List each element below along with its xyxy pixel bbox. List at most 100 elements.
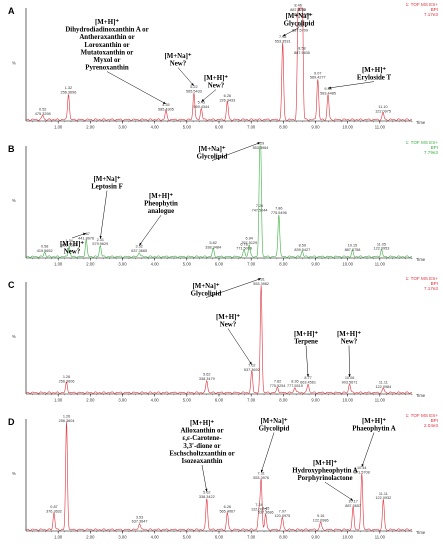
header-line: 1: TOF MS ES+ xyxy=(406,140,439,145)
chromatogram-trace xyxy=(25,145,413,258)
peak-label: 8.46 xyxy=(294,4,301,8)
peak-label: 7.45 xyxy=(262,506,269,510)
annotation-arrowhead xyxy=(205,488,208,492)
peak-label: 565.5433 xyxy=(186,89,202,93)
annotation-line: New? xyxy=(170,61,187,68)
annotation-line: Glycolipid xyxy=(197,154,228,161)
annotation-arrowhead xyxy=(328,86,331,89)
annotation-arrowhead xyxy=(99,235,102,239)
annotation-arrow xyxy=(177,67,195,87)
header-line: 7.79e3 xyxy=(424,150,438,155)
x-tick-label: 7.00 xyxy=(247,398,256,403)
peak-label: 256.3696 xyxy=(61,90,77,94)
peak-label: 747.5044 xyxy=(252,209,268,213)
annotation-line: [M+Na]⁺ xyxy=(285,13,312,20)
peak-label: 5.62 xyxy=(203,491,210,495)
peak-label: 887.5635 xyxy=(294,51,310,55)
annotation-line: Glycolipid xyxy=(191,291,222,298)
x-tick-label: 6.00 xyxy=(215,262,224,267)
annotation-line: Porphyrinolactone xyxy=(297,475,352,482)
peak-label: 6.94 xyxy=(246,237,253,241)
peak-label: 1.26 xyxy=(63,375,70,379)
annotation-arrowhead xyxy=(282,33,286,37)
x-tick-label: 1.00 xyxy=(54,398,63,403)
peak-label: 8.36 xyxy=(291,379,298,383)
x-tick-label: 3.00 xyxy=(118,262,127,267)
peak-label: 11.11 xyxy=(379,492,388,496)
peak-label: 475.3298 xyxy=(35,112,51,116)
chart-panel-b: B 1: TOF MS ES+ BPI 7.79e3% 1.00 2.00 3.00 4.00… xyxy=(0,138,443,276)
annotation-line: [M+H]⁺ xyxy=(149,193,173,200)
annotation-line: [M+Na]⁺ xyxy=(164,53,191,60)
annotation-arrow xyxy=(324,481,354,501)
annotation-arrowhead xyxy=(348,374,351,378)
x-tick-label: 5.00 xyxy=(183,398,192,403)
annotation-arrowhead xyxy=(306,374,310,378)
annotation-arrow xyxy=(205,278,262,298)
header-line: 7.17e3 xyxy=(424,12,438,17)
peak-label: 7.29 xyxy=(257,141,264,145)
annotation-line: New? xyxy=(64,249,81,256)
x-tick-label: 5.00 xyxy=(183,125,192,130)
header-line: BPI xyxy=(431,281,438,286)
peak-label: 553.3964 xyxy=(253,146,269,150)
peak-label: 256.3604 xyxy=(59,419,75,423)
x-tick-label: 3.00 xyxy=(118,398,127,403)
annotation: [M+H]⁺New? xyxy=(337,331,361,378)
peak-label: 7.97 xyxy=(279,510,286,514)
annotation: [M+H]⁺Alloxanthin orε,ε-Carotene-3,3'-di… xyxy=(169,420,235,492)
x-tick-label: 3.00 xyxy=(118,535,127,540)
annotation-arrow xyxy=(260,432,275,473)
annotation: [M+Na]⁺Glycolipid xyxy=(197,142,261,161)
annotation-arrow xyxy=(361,432,375,468)
peak-label: 10.06 xyxy=(345,376,355,380)
annotation-line: [M+H]⁺ xyxy=(190,420,214,427)
peak-label: 553.3976 xyxy=(253,476,269,480)
peak-label: 10.44 xyxy=(357,466,367,470)
peak-label: 583.4485 xyxy=(320,92,336,96)
peak-label: 3.53 xyxy=(136,515,143,519)
peak-label: 11.05 xyxy=(377,242,386,246)
annotation: [M+Na]⁺New? xyxy=(164,53,195,87)
x-tick-label: 10.00 xyxy=(342,398,353,403)
header-line: BPI xyxy=(431,145,438,150)
y-axis-label: % xyxy=(12,61,16,66)
chart-panel-a: A 1: TOF MS ES+ BPI 7.17e3% 1.00 2.00 3.00 4.00… xyxy=(0,0,443,140)
annotation-line: Glycolipid xyxy=(259,426,290,433)
annotation-line: analogue xyxy=(148,208,174,215)
annotation: [M+Na]⁺Glycolipid xyxy=(191,278,262,298)
x-tick-label: 2.00 xyxy=(86,535,95,540)
annotation: [M+H]⁺Terpene xyxy=(294,331,318,378)
annotation-line: [M+H]⁺ xyxy=(337,331,361,338)
peak-label: 0.52 xyxy=(39,107,46,111)
peak-label: 122.0932 xyxy=(375,496,391,500)
annotation-line: Alloxanthin or xyxy=(180,428,223,435)
x-tick-label: 6.00 xyxy=(215,125,224,130)
x-tick-label: 1.00 xyxy=(54,262,63,267)
annotation-line: Isozeaxanthin xyxy=(182,458,223,465)
x-tick-label: 4.00 xyxy=(151,398,160,403)
x-axis-label: Time xyxy=(416,120,426,125)
annotation-line: Pyrenoxanthin xyxy=(85,65,129,72)
chromatogram-trace xyxy=(25,421,413,531)
peak-label: 7.26 xyxy=(256,204,263,208)
annotation-line: New? xyxy=(208,83,225,90)
annotation-line: Leptosin F xyxy=(91,184,123,191)
x-tick-label: 8.00 xyxy=(279,535,288,540)
peak-label: 11.10 xyxy=(378,105,387,109)
annotation-line: ε,ε-Carotene- xyxy=(182,435,222,442)
annotation: [M+H]⁺Phaeophytin A xyxy=(352,418,396,468)
annotation-arrowhead xyxy=(249,361,252,365)
peak-label: 777.5515 xyxy=(287,384,303,388)
peak-label: 8.52 xyxy=(296,24,303,28)
annotation-arrowhead xyxy=(83,232,87,236)
peak-label: 1.26 xyxy=(63,414,70,418)
peak-label: 9.39 xyxy=(324,87,331,91)
annotation-arrowhead xyxy=(361,464,364,467)
x-tick-label: 8.00 xyxy=(279,398,288,403)
peak-label: 256.3614 xyxy=(61,243,77,247)
x-tick-label: 10.00 xyxy=(342,262,353,267)
header-line: 1: TOF MS ES+ xyxy=(406,2,439,7)
